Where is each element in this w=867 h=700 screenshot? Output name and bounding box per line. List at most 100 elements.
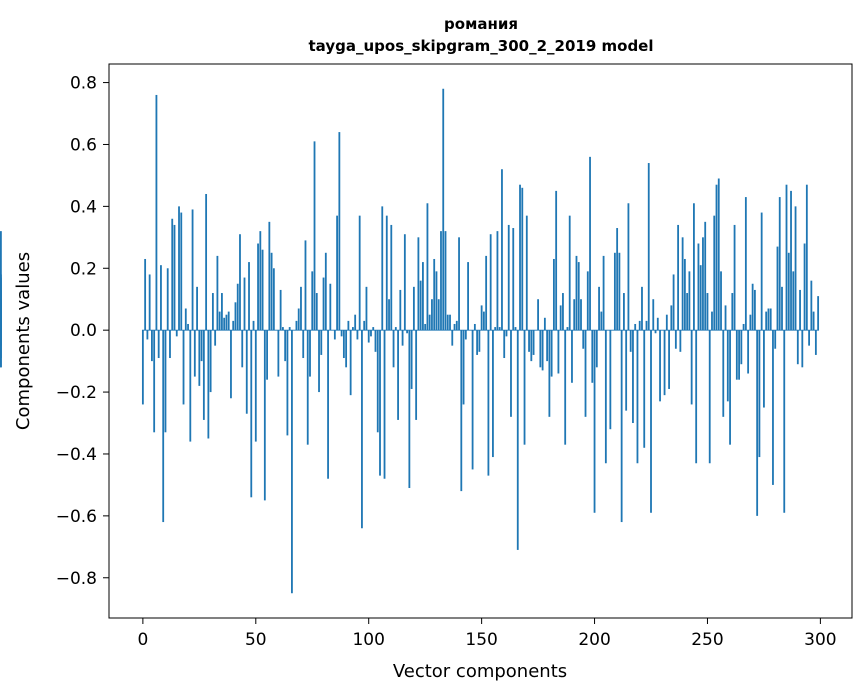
bar-component-167: [519, 184, 521, 331]
bar-component-7: [157, 330, 160, 359]
bar-component-291: [799, 289, 801, 331]
bar-component-22: [191, 209, 194, 331]
bar-component-110: [390, 224, 393, 331]
x-axis-ticks: 0 50 100 150 200 250 300: [137, 618, 837, 650]
bar-component-190: [571, 330, 573, 383]
bar-component-254: [715, 184, 718, 331]
bar-component-101: [370, 330, 372, 337]
bar-component-198: [589, 156, 591, 331]
bar-component-61: [279, 289, 282, 331]
bar-component-52: [259, 231, 262, 331]
bar-component-229: [659, 330, 661, 402]
bar-component-214: [625, 330, 628, 411]
bar-component-257: [722, 330, 725, 417]
bar-component-98: [363, 320, 366, 331]
bar-component-60: [277, 330, 280, 377]
bar-component-17: [180, 212, 183, 331]
bar-component-225: [650, 330, 652, 513]
bar-component-40: [232, 320, 235, 331]
bar-component-242: [688, 271, 691, 331]
bar-component-104: [376, 330, 379, 433]
bar-component-163: [510, 330, 512, 417]
bar-component-75: [311, 271, 314, 331]
bar-component-2: [146, 330, 149, 340]
bar-component-203: [600, 311, 603, 331]
bar-component-148: [476, 330, 479, 355]
bar-component-180: [548, 330, 551, 417]
bar-component-296: [810, 280, 813, 331]
bar-component-5: [153, 330, 156, 433]
bar-component-188: [566, 327, 569, 331]
bar-component-280: [774, 330, 777, 349]
bar-component-57: [270, 252, 273, 331]
bar-component-164: [512, 228, 515, 331]
plot-frame: [108, 63, 853, 619]
bar-component-176: [539, 330, 542, 368]
bar-component-173: [532, 330, 535, 355]
bar-component-151: [482, 311, 485, 331]
bar-component-83: [329, 283, 332, 331]
bar-component-6: [155, 94, 158, 331]
bar-component-45: [243, 277, 246, 331]
bar-component-191: [573, 299, 576, 331]
bar-component-9: [162, 330, 165, 523]
bar-component-210: [616, 228, 619, 331]
bar-component-128: [431, 299, 433, 331]
bar-component-290: [796, 330, 799, 365]
bar-component-195: [582, 330, 585, 349]
x-tick-label: 50: [245, 630, 267, 650]
bar-component-160: [503, 330, 506, 359]
bar-component-293: [803, 243, 806, 331]
bar-component-21: [189, 330, 192, 442]
bar-component-218: [634, 323, 637, 331]
bar-component-77: [315, 293, 318, 331]
bar-component-232: [665, 314, 668, 331]
bar-component-15: [175, 330, 178, 337]
bar-component-209: [613, 252, 616, 331]
bar-component-279: [772, 330, 774, 485]
bar-component-222: [643, 330, 646, 448]
bar-component-114: [399, 289, 402, 331]
bar-component-154: [489, 234, 492, 331]
bar-component-172: [530, 330, 533, 362]
bar-component-11: [166, 268, 169, 331]
bar-component-236: [674, 330, 677, 349]
bar-component-251: [708, 330, 711, 464]
bar-component-44: [241, 330, 244, 368]
bar-component-193: [577, 262, 580, 331]
bar-component-20: [187, 323, 189, 331]
bar-component-265: [740, 330, 743, 365]
bar-component-33: [216, 255, 219, 331]
bar-component-197: [586, 271, 589, 331]
bar-component-96: [358, 215, 361, 331]
bar-component-271: [753, 289, 756, 331]
y-tick-label: −0.2: [56, 383, 97, 403]
bar-component-42: [236, 283, 239, 331]
bar-component-182: [552, 258, 555, 331]
bar-component-56: [268, 221, 271, 331]
bar-component-24: [196, 286, 198, 331]
x-tick-label: 100: [352, 630, 384, 650]
bar-component-36: [223, 317, 226, 331]
bar-component-135: [446, 314, 449, 331]
bar-component-283: [781, 286, 783, 331]
bar-component-259: [726, 330, 729, 402]
bar-component-175: [537, 299, 539, 331]
bar-component-71: [302, 330, 305, 359]
bar-component-94: [354, 314, 357, 331]
bar-component-260: [729, 330, 731, 445]
bar-component-88: [340, 330, 343, 337]
bar-component-10: [164, 330, 167, 433]
bar-component-106: [381, 206, 384, 331]
bar-component-215: [627, 203, 630, 331]
bar-component-276: [765, 311, 768, 331]
bar-component-212: [620, 330, 623, 523]
bar-component-201: [595, 330, 598, 368]
bar-component-147: [473, 323, 476, 331]
bar-component-81: [324, 252, 327, 331]
bar-component-243: [690, 330, 693, 405]
bar-component-31: [211, 293, 214, 331]
bar-component-108: [385, 215, 388, 331]
bar-component-23: [193, 330, 196, 377]
